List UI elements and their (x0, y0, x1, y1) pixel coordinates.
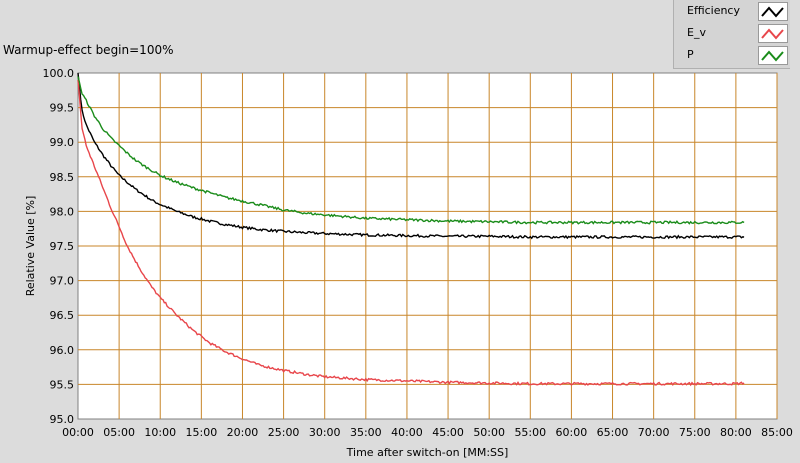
x-tick-label: 25:00 (268, 426, 300, 439)
x-tick-label: 85:00 (761, 426, 793, 439)
legend-label-p: P (687, 48, 694, 61)
grid (78, 73, 778, 419)
legend-label-e-v: E_v (687, 26, 706, 39)
series-line-efficiency (77, 72, 745, 240)
x-tick-label: 65:00 (597, 426, 629, 439)
x-tick-label: 55:00 (514, 426, 546, 439)
x-tick-label: 35:00 (350, 426, 382, 439)
y-tick-label: 96.0 (50, 344, 75, 357)
y-tick-label: 96.5 (50, 309, 75, 322)
series-line-p (77, 76, 745, 225)
x-tick-label: 30:00 (309, 426, 341, 439)
x-tick-label: 75:00 (679, 426, 711, 439)
y-tick-label: 98.5 (50, 171, 75, 184)
y-tick-label: 95.0 (50, 413, 75, 426)
legend-line-p (761, 50, 784, 62)
chart-title: Warmup-effect begin=100% (3, 43, 174, 57)
x-tick-label: 10:00 (144, 426, 176, 439)
tick-labels: 00:00 05:00 10:00 15:00 20:00 25:00 30:00 35:00… (43, 67, 793, 439)
legend-item-p[interactable]: P (674, 44, 790, 66)
legend-item-efficiency[interactable]: Efficiency (674, 0, 790, 22)
series-line-e-v (77, 79, 745, 387)
y-tick-label: 100.0 (43, 67, 75, 80)
x-tick-label: 60:00 (556, 426, 588, 439)
y-tick-label: 95.5 (50, 378, 75, 391)
x-axis-label: Time after switch-on [MM:SS] (346, 446, 509, 459)
legend-line-efficiency (761, 6, 784, 18)
y-tick-label: 97.0 (50, 275, 75, 288)
y-tick-label: 97.5 (50, 240, 75, 253)
x-tick-label: 00:00 (62, 426, 94, 439)
y-axis-label: Relative Value [%] (24, 196, 37, 297)
legend: Efficiency E_v P (673, 0, 790, 69)
x-tick-label: 80:00 (720, 426, 752, 439)
legend-swatch-e-v (758, 24, 788, 43)
legend-line-e-v (761, 28, 784, 40)
x-tick-label: 45:00 (432, 426, 464, 439)
legend-item-e-v[interactable]: E_v (674, 22, 790, 44)
series-layer (77, 72, 745, 387)
x-tick-label: 40:00 (391, 426, 423, 439)
x-tick-label: 15:00 (186, 426, 218, 439)
y-tick-label: 98.0 (50, 205, 75, 218)
legend-swatch-p (758, 46, 788, 65)
x-tick-label: 05:00 (103, 426, 135, 439)
y-tick-label: 99.5 (50, 102, 75, 115)
legend-label-efficiency: Efficiency (687, 4, 740, 17)
x-tick-label: 20:00 (227, 426, 259, 439)
legend-swatch-efficiency (758, 2, 788, 21)
x-tick-label: 70:00 (638, 426, 670, 439)
y-tick-label: 99.0 (50, 136, 75, 149)
x-tick-label: 50:00 (473, 426, 505, 439)
